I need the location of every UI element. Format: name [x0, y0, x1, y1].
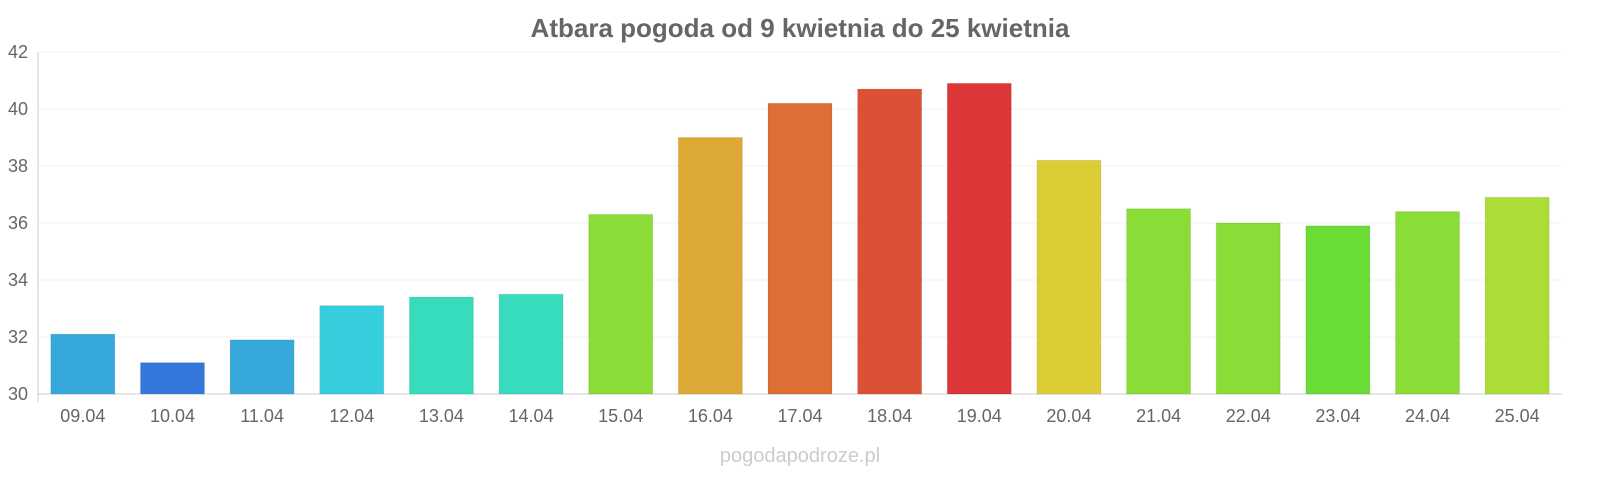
- y-tick-label: 42: [8, 42, 28, 62]
- x-tick-label: 14.04: [509, 406, 554, 426]
- bar: [498, 293, 564, 395]
- bar: [677, 137, 743, 395]
- y-tick-label: 30: [8, 384, 28, 404]
- bar: [857, 88, 923, 395]
- x-tick-label: 18.04: [867, 406, 912, 426]
- x-tick-label: 15.04: [598, 406, 643, 426]
- bar: [1126, 208, 1192, 395]
- x-tick-label: 17.04: [777, 406, 822, 426]
- x-tick-label: 13.04: [419, 406, 464, 426]
- bar: [319, 305, 385, 395]
- bar: [50, 333, 116, 395]
- bar: [139, 362, 205, 395]
- bar: [1395, 211, 1461, 395]
- x-tick-label: 19.04: [957, 406, 1002, 426]
- x-tick-label: 10.04: [150, 406, 195, 426]
- x-tick-label: 22.04: [1226, 406, 1271, 426]
- bar: [946, 82, 1012, 395]
- bar: [588, 213, 654, 395]
- y-tick-label: 34: [8, 270, 28, 290]
- x-tick-label: 20.04: [1046, 406, 1091, 426]
- bar: [1305, 225, 1371, 395]
- x-tick-label: 11.04: [240, 406, 284, 426]
- x-tick-label: 12.04: [329, 406, 374, 426]
- x-tick-label: 21.04: [1136, 406, 1181, 426]
- y-tick-label: 40: [8, 99, 28, 119]
- bar: [767, 102, 833, 395]
- x-tick-label: 09.04: [60, 406, 105, 426]
- chart-title: Atbara pogoda od 9 kwietnia do 25 kwietn…: [531, 13, 1070, 43]
- y-tick-label: 32: [8, 327, 28, 347]
- x-tick-label: 23.04: [1315, 406, 1360, 426]
- x-tick-label: 24.04: [1405, 406, 1450, 426]
- watermark: pogodapodroze.pl: [720, 445, 880, 467]
- y-tick-label: 36: [8, 213, 28, 233]
- bar: [1484, 196, 1550, 395]
- bar: [229, 339, 295, 395]
- x-tick-label: 25.04: [1495, 406, 1540, 426]
- bar: [1215, 222, 1281, 395]
- x-tick-label: 16.04: [688, 406, 733, 426]
- bar: [1036, 159, 1102, 395]
- y-tick-label: 38: [8, 156, 28, 176]
- bar: [408, 296, 474, 395]
